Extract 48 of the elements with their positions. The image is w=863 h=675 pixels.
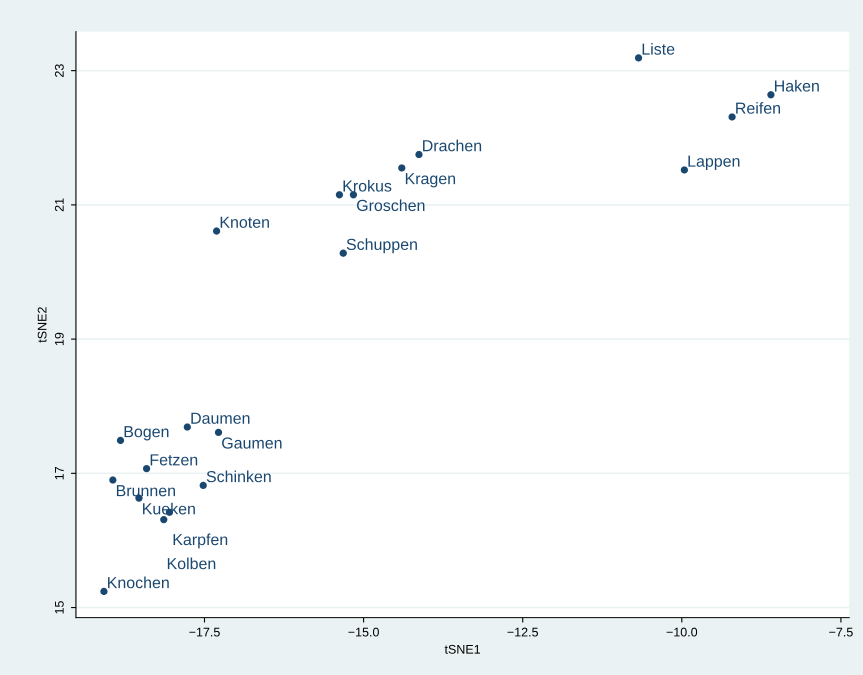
point [767,91,775,98]
point [680,166,688,174]
annotation: Reifen [736,102,780,114]
point [100,588,108,596]
annotation: Haken [775,80,819,92]
x-tick-label: −12.5 [508,628,538,637]
x-tick-label: −7.5 [829,628,853,637]
annotation: Fetzen [150,454,198,466]
y-tick-label: 23 [54,64,64,77]
annotation: Lappen [688,156,740,170]
point [634,54,642,62]
annotation: Knochen [108,576,169,588]
point [415,150,423,158]
point [142,464,150,472]
annotation: Schuppen [346,238,417,254]
y-tick-label: 21 [54,198,64,212]
point [728,113,736,121]
annotation: Brunnen [116,485,175,496]
point [340,250,347,257]
x-tick-label: −10.0 [666,628,698,637]
y-tick-label: 17 [55,467,64,480]
annotation: Groschen [357,199,424,212]
annotation: Schinken [206,470,271,482]
x-axis-title: tSNE1 [444,644,480,654]
point [212,227,220,235]
annotation: Gaumen [222,437,282,449]
x-tick-label: −15.0 [348,628,379,637]
annotation: Kolben [168,558,216,570]
annotation: Bogen [124,426,168,440]
annotation: Daumen [191,412,250,424]
point [336,191,344,198]
point [116,436,124,444]
point [160,516,168,524]
x-tick-label: −17.5 [189,628,220,637]
y-tick-label: 19 [54,332,64,346]
annotation: Knoten [220,216,269,228]
y-tick-label: 15 [55,601,64,614]
point [214,428,222,436]
annotation: Liste [642,43,674,55]
point [109,476,116,484]
annotation: Karpfen [174,533,228,548]
point [184,423,191,431]
annotation: Krokus [344,180,392,192]
point [398,164,406,172]
annotation: Kragen [406,173,456,188]
y-axis-title: tSNE2 [38,307,47,343]
annotation: Drachen [423,140,482,152]
point [200,482,207,490]
